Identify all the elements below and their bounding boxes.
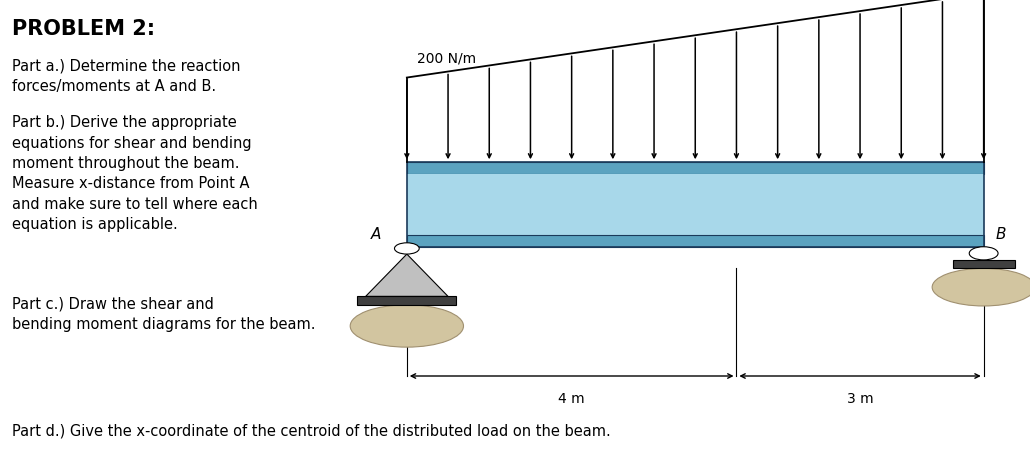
Polygon shape <box>366 254 448 297</box>
Bar <box>407 235 984 247</box>
Text: Part c.) Draw the shear and
bending moment diagrams for the beam.: Part c.) Draw the shear and bending mome… <box>12 296 316 331</box>
Ellipse shape <box>932 268 1030 306</box>
Circle shape <box>394 243 419 254</box>
Bar <box>953 260 1015 268</box>
Bar <box>357 297 456 305</box>
Text: 200 N/m: 200 N/m <box>417 52 476 66</box>
Text: PROBLEM 2:: PROBLEM 2: <box>12 19 156 39</box>
Text: Part b.) Derive the appropriate
equations for shear and bending
moment throughou: Part b.) Derive the appropriate equation… <box>12 115 259 232</box>
Bar <box>407 174 984 235</box>
Ellipse shape <box>350 305 464 347</box>
Text: B: B <box>996 227 1006 242</box>
Text: 3 m: 3 m <box>847 392 873 407</box>
Text: Part d.) Give the x-coordinate of the centroid of the distributed load on the be: Part d.) Give the x-coordinate of the ce… <box>12 423 611 438</box>
Text: Part a.) Determine the reaction
forces/moments at A and B.: Part a.) Determine the reaction forces/m… <box>12 59 241 94</box>
Bar <box>407 162 984 174</box>
Text: A: A <box>371 227 381 242</box>
Circle shape <box>969 247 998 260</box>
Text: 4 m: 4 m <box>558 392 585 407</box>
Bar <box>407 162 984 247</box>
